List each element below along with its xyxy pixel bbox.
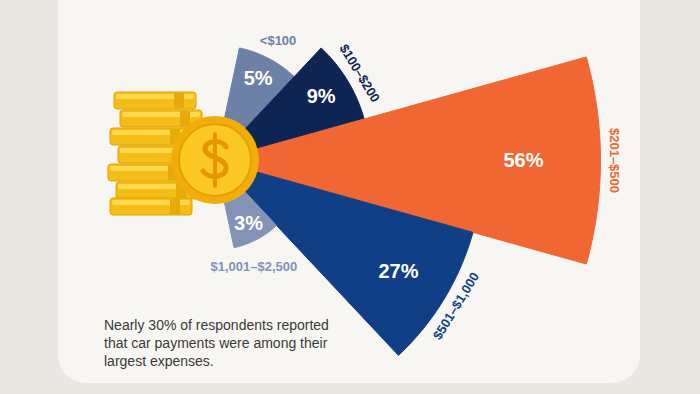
svg-text:3%: 3% [234, 212, 263, 234]
svg-text:$201–$500: $201–$500 [607, 128, 622, 193]
svg-text:$100–$200: $100–$200 [337, 41, 384, 104]
svg-text:27%: 27% [378, 260, 418, 282]
svg-text:$1,001–$2,500: $1,001–$2,500 [210, 259, 297, 274]
svg-text:5%: 5% [244, 67, 273, 89]
svg-text:56%: 56% [503, 149, 543, 171]
svg-text:9%: 9% [307, 85, 336, 107]
svg-text:$501–$1,000: $501–$1,000 [430, 270, 482, 343]
html-text:Nearly 30% of respondents repo: Nearly 30% of respondents reported that … [104, 317, 329, 369]
svg-text:<$100: <$100 [260, 33, 297, 48]
